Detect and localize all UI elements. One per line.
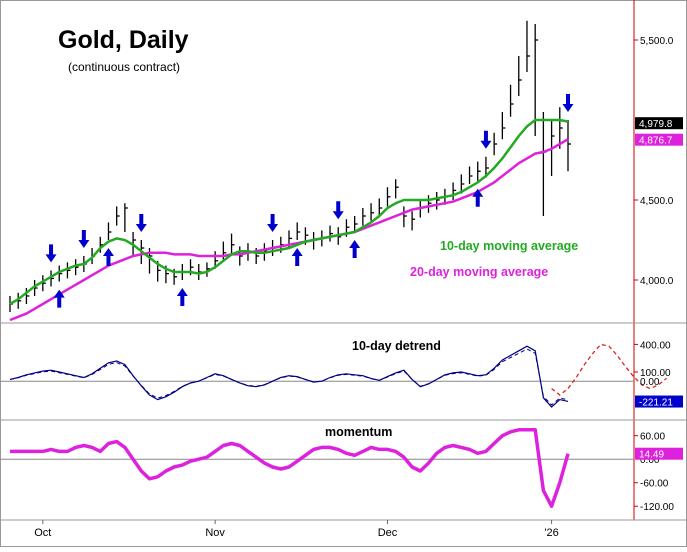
detrend-line (9, 345, 569, 408)
momentum-line (10, 428, 570, 508)
up-arrow (53, 289, 65, 308)
down-arrow (45, 244, 57, 263)
y-tick-label: 4,500.0 (640, 196, 674, 207)
down-arrow (562, 94, 574, 112)
ma10-annotation: 10-day moving average (440, 239, 578, 253)
up-arrow (291, 248, 303, 266)
ma10-line (9, 118, 569, 306)
last-value-label: 14.49 (639, 450, 664, 461)
x-tick-label: '26 (544, 527, 558, 539)
detrend-panel (0, 343, 667, 408)
y-tick-label: 100.00 (640, 368, 671, 379)
down-arrow (267, 214, 279, 232)
last-value-label: 4,979.8 (639, 119, 673, 130)
price-panel (9, 20, 574, 322)
up-arrow (349, 240, 361, 258)
y-tick-label: 60.00 (640, 432, 665, 443)
up-arrow (472, 188, 484, 207)
up-arrow (102, 248, 114, 266)
up-arrow (176, 288, 188, 306)
detrend-smoothed-line (9, 348, 569, 406)
y-tick-label: -120.00 (640, 502, 674, 513)
chart-subtitle: (continuous contract) (68, 60, 180, 74)
zero-label: 0.00 (640, 455, 660, 466)
last-value-box (635, 133, 683, 146)
zero-label: 0.00 (640, 377, 660, 388)
y-tick-label: 5,500.0 (640, 36, 674, 47)
down-arrow (480, 130, 492, 149)
right-axis: 5,500.0 4,500.0 4,000.0 4,979.8 4,876.7 400.0… (634, 36, 683, 513)
last-value-box (635, 447, 683, 460)
momentum-panel-title: momentum (325, 425, 392, 439)
y-tick-label: 4,000.0 (640, 276, 674, 287)
last-value-box (635, 395, 683, 408)
down-arrow (78, 230, 90, 248)
x-tick-label: Nov (205, 527, 225, 539)
last-value-box (635, 117, 683, 130)
y-tick-label: -60.00 (640, 479, 669, 490)
ma20-annotation: 20-day moving average (410, 265, 548, 279)
detrend-projection (551, 343, 667, 396)
x-tick-label: Dec (378, 527, 398, 539)
down-arrow (135, 214, 147, 232)
y-tick-label: 400.00 (640, 340, 671, 351)
detrend-panel-title: 10-day detrend (352, 339, 441, 353)
x-tick-label: Oct (34, 527, 51, 539)
last-value-label: 4,876.7 (639, 136, 673, 147)
down-arrow (332, 201, 344, 220)
ma20-line (9, 138, 569, 322)
momentum-panel (0, 428, 634, 508)
chart-title: Gold, Daily (58, 26, 189, 54)
last-value-label: -221.21 (639, 398, 673, 409)
